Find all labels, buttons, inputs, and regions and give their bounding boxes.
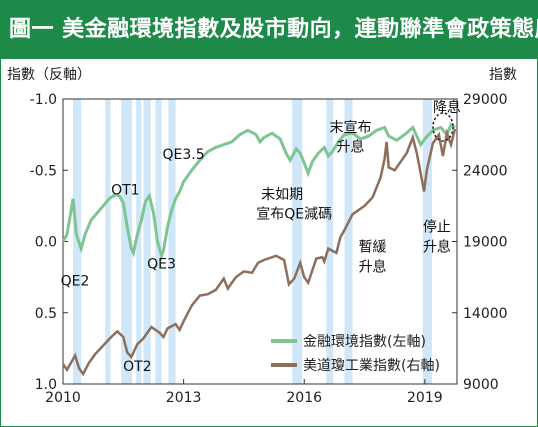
annotation-label: 暫緩	[359, 239, 387, 255]
legend-fci-label: 金融環境指數(左軸)	[303, 334, 426, 350]
policy-period-shade	[326, 99, 334, 384]
policy-period-shade	[136, 99, 142, 384]
x-ticks: 2010 2013 2016 2019	[45, 379, 443, 406]
annotation-label: 末宣布	[329, 120, 371, 136]
policy-period-shade	[105, 99, 111, 384]
annotation-label: 降息	[433, 99, 461, 116]
left-tick-label: -1.0	[30, 92, 57, 108]
left-tick-label: 0.5	[35, 306, 57, 322]
right-axis-label: 指數	[489, 67, 517, 83]
right-tick-label: 9000	[463, 377, 499, 393]
policy-period-shade	[73, 99, 82, 384]
chart-title: 圖一 美金融環境指數及股市動向，連動聯準會政策態度	[9, 17, 538, 42]
annotations: QE2OT1OT2QE3QE3.5未如期宣布QE減碼末宣布升息暫緩升息停止升息降…	[61, 99, 461, 375]
annotation-label: QE2	[61, 274, 90, 290]
left-tick-label: 1.0	[35, 377, 57, 393]
annotation-label: 宣布QE減碼	[256, 206, 332, 223]
policy-period-shade	[121, 99, 133, 384]
fci-series-line	[61, 122, 456, 261]
left-tick-label: -0.5	[30, 163, 57, 179]
left-axis-label: 指數（反軸）	[7, 67, 91, 83]
annotation-label: 升息	[359, 258, 387, 275]
annotation-label: 升息	[336, 139, 364, 156]
legend-dow-label: 美道瓊工業指數(右軸)	[303, 358, 440, 374]
x-tick-label: 2019	[407, 390, 443, 406]
annotation-label: OT2	[123, 359, 151, 375]
rate-cut-highlight-circle	[432, 112, 454, 142]
annotation-label: QE3	[147, 257, 176, 273]
policy-period-shade	[422, 99, 433, 384]
x-tick-label: 2013	[166, 390, 202, 406]
right-tick-label: 24000	[463, 163, 508, 179]
annotation-label: QE3.5	[163, 147, 205, 163]
annotation-label: 未如期	[261, 187, 303, 203]
right-tick-label: 14000	[463, 306, 508, 322]
chart-svg: -1.0 29000 -0.5 24000 0.0 19000 0.5 14000 1.0 900…	[7, 67, 517, 406]
x-tick-label: 2010	[45, 390, 81, 406]
x-tick-label: 2016	[286, 390, 322, 406]
title-bar: 圖一 美金融環境指數及股市動向，連動聯準會政策態度	[1, 1, 538, 59]
annotation-label: 停止	[423, 219, 451, 236]
annotation-label: 升息	[423, 238, 451, 255]
left-tick-label: 0.0	[35, 235, 57, 251]
policy-period-shade	[344, 99, 353, 384]
right-tick-label: 29000	[463, 92, 508, 108]
y-ticks: -1.0 29000 -0.5 24000 0.0 19000 0.5 14000 1.0 900…	[30, 92, 508, 393]
legend: 金融環境指數(左軸) 美道瓊工業指數(右軸)	[271, 334, 440, 374]
policy-period-shade	[292, 99, 303, 384]
policy-period-shade	[143, 99, 151, 384]
right-tick-label: 19000	[463, 235, 508, 251]
policy-period-shade	[168, 99, 176, 384]
dow-series-line	[61, 128, 457, 377]
annotation-label: OT1	[111, 182, 139, 198]
